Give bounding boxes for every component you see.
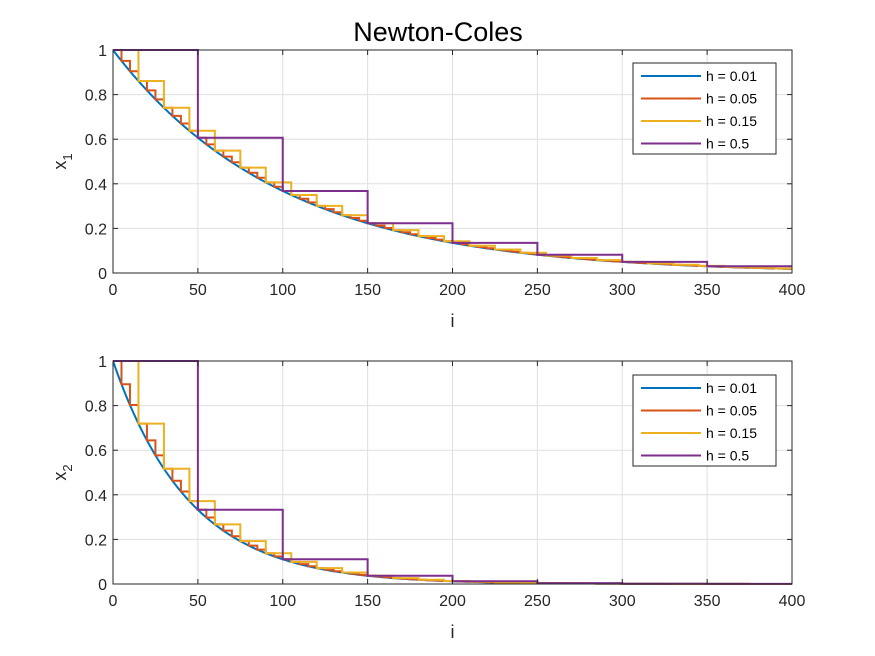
figure-title: Newton-Coles	[353, 17, 523, 47]
x-tick-label: 350	[694, 593, 721, 610]
subplot-x1: 0 50 100 150 200 250 300 350 400 0 0.2 0.4 0.6 0.8 1 i x…	[50, 43, 805, 331]
y-tick-label: 1	[98, 354, 107, 371]
y-tick-label: 0.6	[85, 132, 107, 149]
y-tick-label: 0.4	[85, 177, 107, 194]
x-tick-label: 200	[439, 282, 466, 299]
x-tick-label: 50	[189, 593, 207, 610]
subplot-x2: 0 50 100 150 200 250 300 350 400 0 0.2 0.4 0.6 0.8 1 i x…	[50, 354, 805, 642]
legend-entry-3: h = 0.15	[706, 113, 757, 129]
legend-entry-4: h = 0.5	[706, 448, 749, 464]
legend-box	[632, 62, 777, 155]
y-tick-label: 0.4	[85, 488, 107, 505]
y-tick-label: 0.2	[85, 532, 107, 549]
legend-entry-3: h = 0.15	[706, 425, 757, 441]
x-tick-label: 100	[269, 593, 296, 610]
x-tick-label: 400	[779, 593, 806, 610]
x-tick-label: 150	[354, 593, 381, 610]
x-axis-label: i	[451, 622, 455, 642]
y-tick-label: 0.8	[85, 88, 107, 105]
x-tick-label: 300	[609, 593, 636, 610]
x-tick-label: 400	[779, 282, 806, 299]
y-tick-label: 0	[98, 577, 107, 594]
legend-entry-1: h = 0.01	[706, 68, 757, 84]
legend-entry-4: h = 0.5	[706, 136, 749, 152]
x-tick-label: 100	[269, 282, 296, 299]
x-tick-label: 350	[694, 282, 721, 299]
x-tick-label: 250	[524, 282, 551, 299]
legend-entry-2: h = 0.05	[706, 403, 757, 419]
x-tick-label: 300	[609, 282, 636, 299]
y-tick-label: 0	[98, 266, 107, 283]
y-axis-label: x2	[50, 464, 75, 480]
x-tick-label: 50	[189, 282, 207, 299]
y-tick-label: 0.8	[85, 399, 107, 416]
series-line-3	[113, 49, 792, 270]
legend-box	[632, 374, 777, 467]
series-group	[113, 49, 792, 270]
y-axis-label: x1	[50, 153, 75, 169]
y-tick-label: 0.2	[85, 221, 107, 238]
x-tick-label: 0	[109, 593, 118, 610]
legend-entry-2: h = 0.05	[706, 91, 757, 107]
series-line-4	[113, 49, 792, 268]
y-tick-label: 1	[98, 43, 107, 60]
x-tick-label: 250	[524, 593, 551, 610]
x-tick-label: 200	[439, 593, 466, 610]
x-tick-label: 150	[354, 282, 381, 299]
x-tick-label: 0	[109, 282, 118, 299]
y-tick-label: 0.6	[85, 443, 107, 460]
legend-entry-1: h = 0.01	[706, 380, 757, 396]
x-axis-label: i	[451, 311, 455, 331]
